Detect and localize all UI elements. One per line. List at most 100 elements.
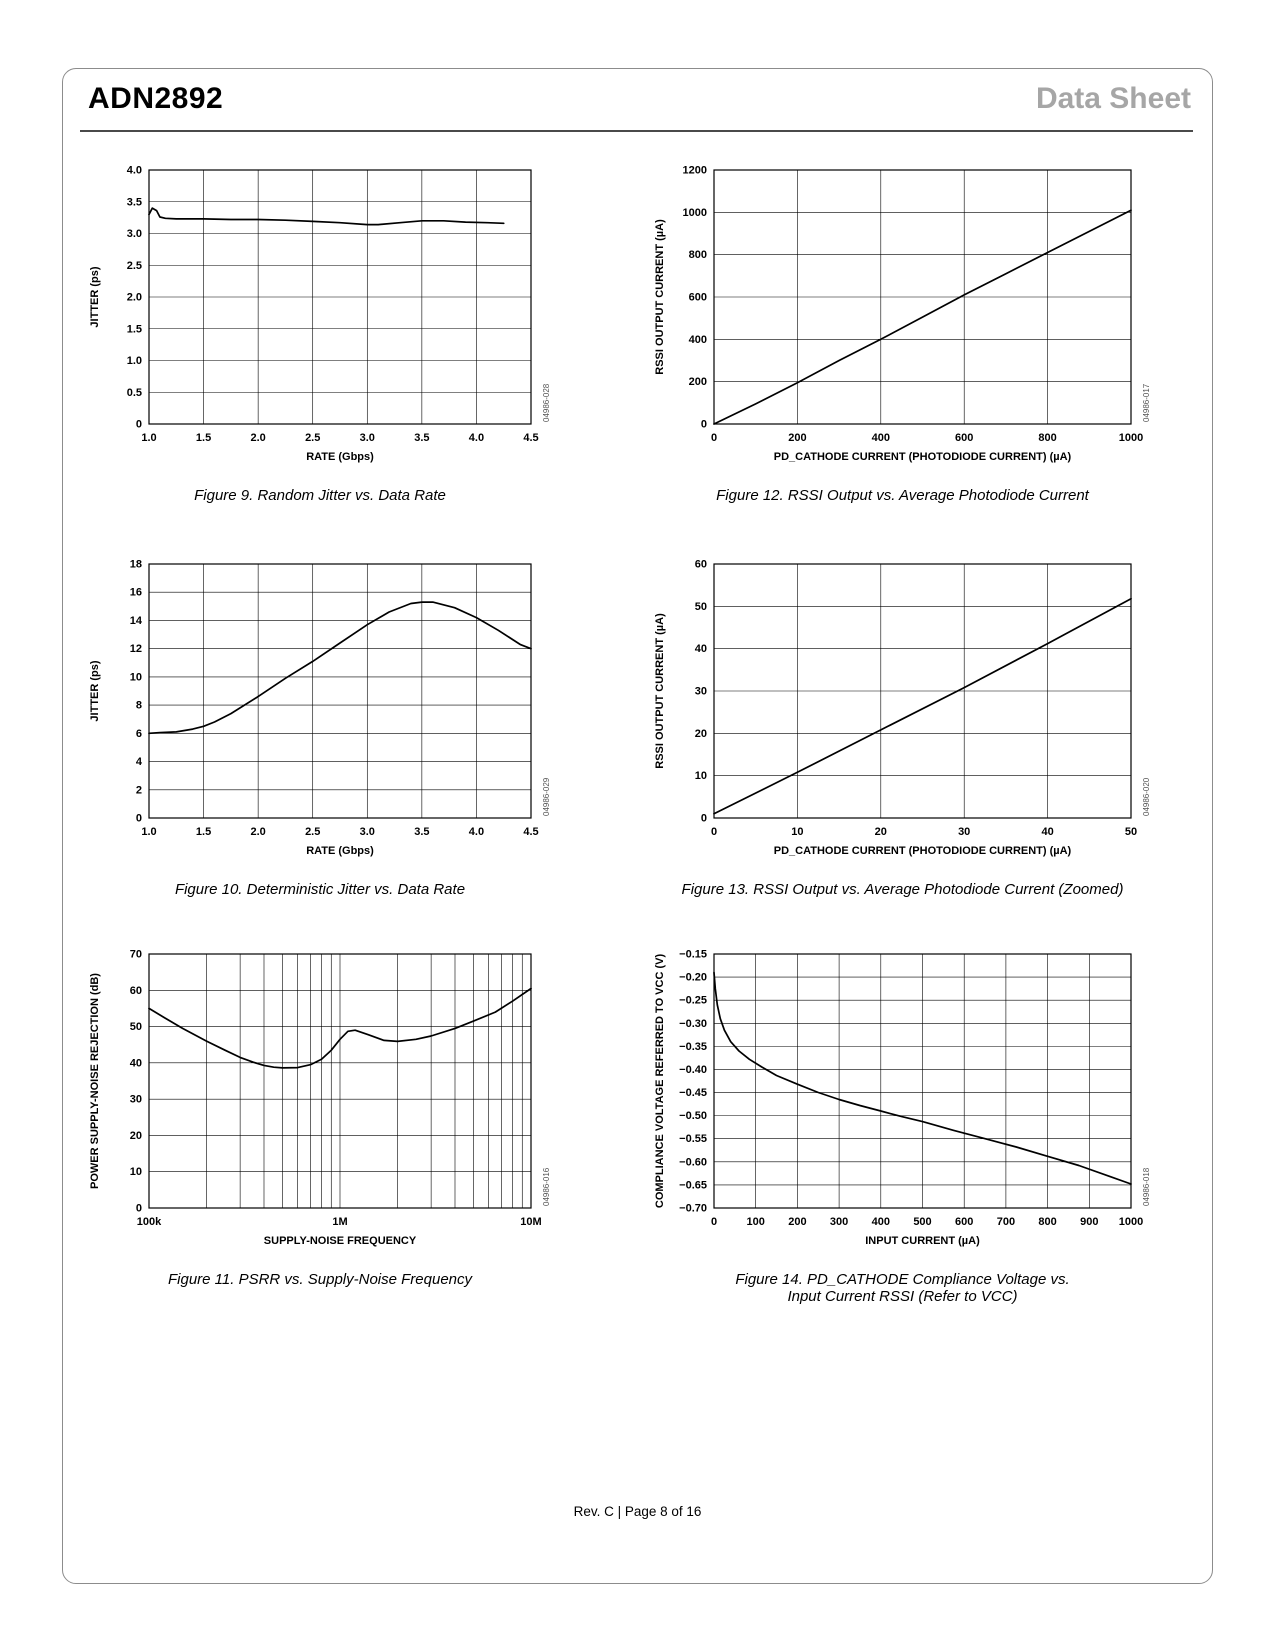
plot-border xyxy=(148,169,532,425)
x-tick-label: 20 xyxy=(875,826,887,838)
y-tick-label: 50 xyxy=(695,601,707,613)
figure-14: 0 100 200 300 400 500 600 700 800 900 1000 −0.15 −0.… xyxy=(650,940,1155,1306)
x-tick-label: 1000 xyxy=(1119,432,1143,444)
x-tick-label: 800 xyxy=(1038,432,1056,444)
x-tick-label: 0 xyxy=(711,432,717,444)
y-tick-label: −0.40 xyxy=(679,1064,707,1076)
x-tick-label: 300 xyxy=(830,1216,848,1228)
y-tick-label: 1.5 xyxy=(127,323,142,335)
y-tick-label: −0.55 xyxy=(679,1133,707,1145)
watermark: 04986-016 xyxy=(542,1167,551,1206)
y-tick-label: 3.5 xyxy=(127,196,142,208)
x-tick-label: 3.0 xyxy=(360,826,375,838)
figure-10-caption: Figure 10. Deterministic Jitter vs. Data… xyxy=(174,881,466,898)
y-tick-label: 60 xyxy=(130,985,142,997)
y-tick-label: −0.70 xyxy=(679,1203,707,1215)
watermark: 04986-018 xyxy=(1142,1167,1151,1206)
figure-11: 100k 1M 10M 0 10 20 30 40 50 60 70 SUPPLY-NOISE FRE… xyxy=(85,940,555,1289)
chart-random-jitter: 1.0 1.5 2.0 2.5 3.0 3.5 4.0 4.5 0 0.5 1.0 1.5 2.0 2.5… xyxy=(89,165,551,464)
y-tick-label: 0 xyxy=(136,813,142,825)
y-tick-label: 0 xyxy=(701,813,707,825)
chart-compliance-voltage: 0 100 200 300 400 500 600 700 800 900 1000 −0.15 −0.… xyxy=(654,949,1151,1248)
watermark: 04986-020 xyxy=(1142,777,1151,816)
x-tick-label: 200 xyxy=(788,1216,806,1228)
y-tick-label: −0.20 xyxy=(679,972,707,984)
data-line xyxy=(148,601,532,735)
y-tick-label: 16 xyxy=(130,587,142,599)
x-tick-label: 10M xyxy=(520,1216,541,1228)
figure-9: 1.0 1.5 2.0 2.5 3.0 3.5 4.0 4.5 0 0.5 1.0 1.5 2.0 2.5… xyxy=(85,156,555,505)
plot-border xyxy=(713,953,1132,1209)
y-tick-label: 20 xyxy=(130,1130,142,1142)
doc-type-label: Data Sheet xyxy=(1035,82,1191,115)
y-tick-label: 2.5 xyxy=(127,260,142,272)
y-tick-label: 4 xyxy=(136,756,143,768)
x-tick-label: 4.5 xyxy=(523,432,538,444)
data-line xyxy=(713,209,1132,425)
y-tick-label: 60 xyxy=(695,559,707,571)
x-tick-label: 40 xyxy=(1041,826,1053,838)
y-tick-label: −0.25 xyxy=(679,995,707,1007)
y-tick-label: 18 xyxy=(130,559,142,571)
figure-11-caption: Figure 11. PSRR vs. Supply-Noise Frequen… xyxy=(167,1271,472,1288)
y-axis-label: COMPLIANCE VOLTAGE REFERRED TO VCC (V) xyxy=(654,954,666,1209)
x-tick-label: 4.0 xyxy=(469,826,484,838)
x-tick-label: 1000 xyxy=(1119,1216,1143,1228)
chart-rssi-output: 0 200 400 600 800 1000 0 200 400 600 800 1000 1200 PD… xyxy=(654,165,1151,464)
figure-13: 0 10 20 30 40 50 0 10 20 30 40 50 60 PD_CATHODE CURRE… xyxy=(650,550,1155,899)
y-tick-label: 400 xyxy=(689,334,707,346)
x-tick-label: 500 xyxy=(913,1216,931,1228)
plot-border xyxy=(148,563,532,819)
x-tick-label: 1.0 xyxy=(141,826,156,838)
x-axis-label: RATE (Gbps) xyxy=(306,451,374,463)
x-axis-label: PD_CATHODE CURRENT (PHOTODIODE CURRENT) … xyxy=(774,845,1072,857)
x-axis-label: RATE (Gbps) xyxy=(306,845,374,857)
x-tick-label: 3.0 xyxy=(360,432,375,444)
y-tick-label: −0.15 xyxy=(679,949,707,961)
watermark: 04986-028 xyxy=(542,383,551,422)
part-number: ADN2892 xyxy=(88,82,224,115)
data-line xyxy=(713,971,1132,1185)
y-tick-label: 40 xyxy=(695,643,707,655)
watermark: 04986-017 xyxy=(1142,383,1151,422)
data-line xyxy=(148,207,505,226)
x-tick-label: 3.5 xyxy=(414,826,429,838)
chart-rssi-output-zoomed: 0 10 20 30 40 50 0 10 20 30 40 50 60 PD_CATHODE CURRE… xyxy=(654,559,1151,858)
y-tick-label: 8 xyxy=(136,700,142,712)
y-tick-label: 0 xyxy=(136,419,142,431)
data-line xyxy=(713,597,1132,815)
figure-12: 0 200 400 600 800 1000 0 200 400 600 800 1000 1200 PD… xyxy=(650,156,1155,505)
y-tick-label: 2 xyxy=(136,784,142,796)
x-axis-label: SUPPLY-NOISE FREQUENCY xyxy=(264,1235,417,1247)
y-tick-label: 2.0 xyxy=(127,292,142,304)
x-tick-label: 10 xyxy=(791,826,803,838)
figure-12-caption: Figure 12. RSSI Output vs. Average Photo… xyxy=(716,487,1089,504)
x-axis-label: PD_CATHODE CURRENT (PHOTODIODE CURRENT) … xyxy=(774,451,1072,463)
y-axis-label: RSSI OUTPUT CURRENT (µA) xyxy=(654,613,666,769)
watermark: 04986-029 xyxy=(542,777,551,816)
x-tick-label: 4.5 xyxy=(523,826,538,838)
y-tick-label: 14 xyxy=(130,615,143,627)
x-tick-label: 1M xyxy=(332,1216,347,1228)
x-tick-label: 700 xyxy=(997,1216,1015,1228)
y-tick-label: 10 xyxy=(130,1166,142,1178)
y-tick-label: 3.0 xyxy=(127,228,142,240)
x-tick-label: 1.0 xyxy=(141,432,156,444)
y-tick-label: 12 xyxy=(130,643,142,655)
y-tick-label: 0 xyxy=(136,1203,142,1215)
y-tick-label: 4.0 xyxy=(127,165,142,177)
figure-9-caption: Figure 9. Random Jitter vs. Data Rate xyxy=(194,487,446,504)
y-tick-label: 6 xyxy=(136,728,142,740)
x-tick-label: 1.5 xyxy=(196,826,211,838)
y-tick-label: 0.5 xyxy=(127,387,142,399)
figure-13-caption: Figure 13. RSSI Output vs. Average Photo… xyxy=(681,881,1124,898)
y-tick-label: −0.45 xyxy=(679,1087,707,1099)
y-tick-label: 20 xyxy=(695,728,707,740)
x-tick-label: 4.0 xyxy=(469,432,484,444)
y-tick-label: 600 xyxy=(689,292,707,304)
header-rule xyxy=(80,130,1193,132)
y-tick-label: −0.30 xyxy=(679,1018,707,1030)
x-tick-label: 0 xyxy=(711,826,717,838)
x-tick-label: 1.5 xyxy=(196,432,211,444)
y-axis-label: RSSI OUTPUT CURRENT (µA) xyxy=(654,219,666,375)
